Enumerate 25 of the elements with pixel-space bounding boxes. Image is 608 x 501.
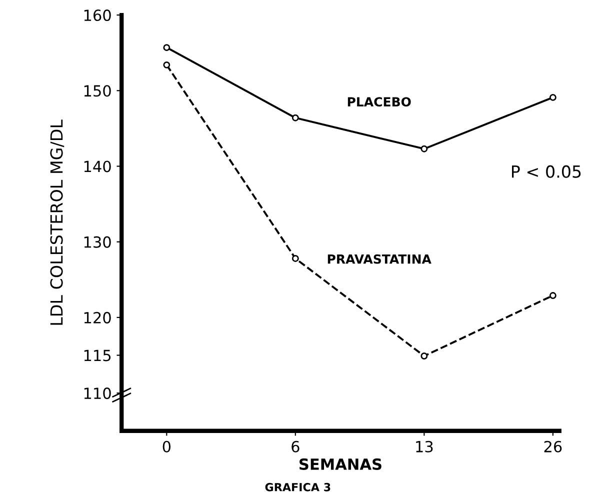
point (163, 44, 170, 52)
text: GRAFICA 3 (265, 482, 330, 492)
y-tick-label: 140 (84, 160, 111, 172)
point (420, 352, 428, 360)
point (163, 61, 170, 68)
point (292, 114, 299, 122)
y-tick-label: 160 (84, 9, 111, 22)
y-tick-label: 120 (84, 312, 111, 324)
point (420, 145, 428, 152)
annotation: P < 0.05 (512, 165, 581, 178)
series-label: PRAVASTATINA (328, 254, 432, 264)
x-axis-title: SEMANAS (300, 458, 382, 470)
y-tick-label: 110 (84, 388, 111, 400)
y-tick-label: 150 (84, 85, 111, 97)
y-axis-title: LDL COLESTEROL MG/DL (50, 120, 64, 325)
x-tick-label: 0 (162, 440, 171, 452)
x-tick-label: 26 (544, 440, 562, 452)
point (549, 292, 556, 299)
y-tick-label: 130 (84, 236, 111, 248)
x-tick-label: 13 (416, 440, 433, 452)
point (292, 255, 299, 262)
point (549, 94, 556, 101)
series-label: PLACEBO (348, 97, 411, 107)
y-tick-label: 115 (84, 350, 111, 362)
x-tick-label: 6 (292, 440, 300, 452)
